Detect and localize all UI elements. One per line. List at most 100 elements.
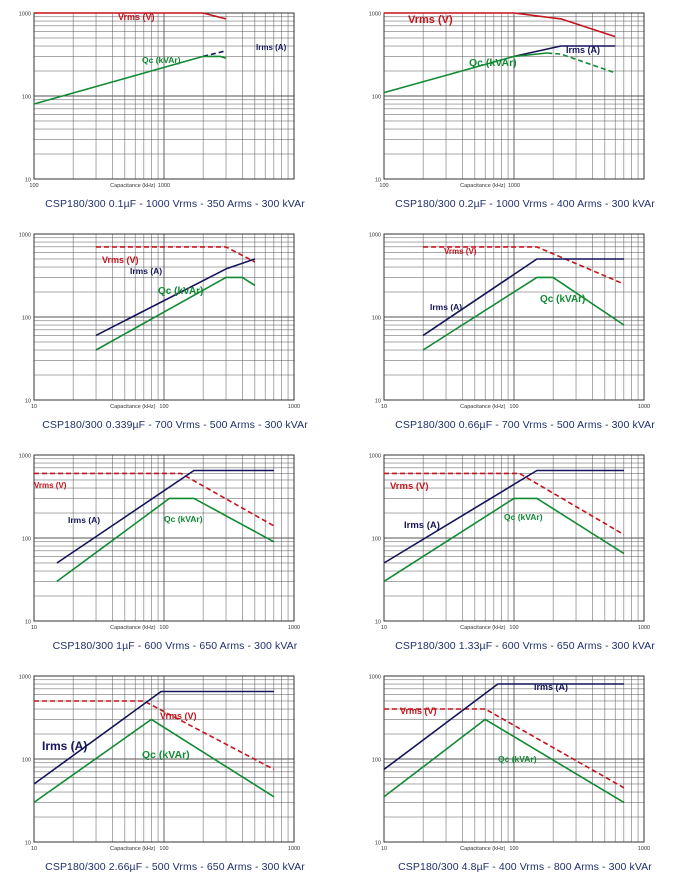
chart-caption: CSP180/300 0.1µF - 1000 Vrms - 350 Arms … <box>45 198 305 210</box>
chart-panel: 1000 100 10 10 100 1000 Capacitance (kHz) Vrms … <box>0 663 350 884</box>
y-tick-label: 1000 <box>369 233 381 239</box>
series-label: Vrms (V) <box>102 255 139 265</box>
series-label: Irms (A) <box>68 515 100 525</box>
series-label: Vrms (V) <box>390 481 429 492</box>
x-tick-label: 1000 <box>638 846 650 852</box>
y-tick-label: 1000 <box>369 675 381 681</box>
y-tick-label: 10 <box>25 841 31 847</box>
chart-panel: 1000 100 10 100 1000 Capacitance (kHz) Vrms (V… <box>350 0 700 221</box>
y-tick-label: 10 <box>375 399 381 405</box>
y-tick-label: 100 <box>22 95 31 101</box>
series-line <box>383 469 624 564</box>
series-label: Irms (A) <box>566 45 600 55</box>
series-label: Qc (kVAr) <box>469 57 517 69</box>
x-tick-label: 1000 <box>288 404 300 410</box>
series-line <box>383 52 548 94</box>
chart-panel: 1000 100 10 10 100 1000 Capacitance (kHz) Vrms … <box>350 663 700 884</box>
series-line <box>95 276 256 351</box>
chart-caption: CSP180/300 1µF - 600 Vrms - 650 Arms - 3… <box>52 640 298 652</box>
series-label: Qc (kVAr) <box>164 514 203 524</box>
series-label: Qc (kVAr) <box>504 512 543 522</box>
series-label: Vrms (V) <box>118 12 155 22</box>
series-label: Vrms (V) <box>444 247 477 256</box>
x-tick-label: 1000 <box>288 625 300 631</box>
chart-caption: CSP180/300 0.66µF - 700 Vrms - 500 Arms … <box>395 419 655 431</box>
series-label: Irms (A) <box>130 266 162 276</box>
chart-caption: CSP180/300 0.339µF - 700 Vrms - 500 Arms… <box>42 419 308 431</box>
x-tick-label: 100 <box>509 625 518 631</box>
series-label: Qc (kVAr) <box>540 294 585 305</box>
y-tick-label: 100 <box>22 537 31 543</box>
series-label: Vrms (V) <box>160 711 197 721</box>
plot-frame <box>383 233 645 401</box>
plot-frame <box>383 675 645 843</box>
y-tick-label: 1000 <box>369 12 381 18</box>
y-tick-label: 10 <box>25 620 31 626</box>
y-tick-label: 10 <box>25 178 31 184</box>
chart-panel: 1000 100 10 10 100 1000 Capacitance (kHz) Vrms … <box>0 221 350 442</box>
x-tick-label: 100 <box>509 846 518 852</box>
y-tick-label: 1000 <box>19 12 31 18</box>
x-tick-label: 1000 <box>158 183 170 189</box>
y-tick-label: 10 <box>25 399 31 405</box>
x-tick-label: 10 <box>381 404 387 410</box>
chart-caption: CSP180/300 0.2µF - 1000 Vrms - 400 Arms … <box>395 198 655 210</box>
series-line <box>383 683 624 771</box>
series-line <box>202 50 227 58</box>
series-label: Vrms (V) <box>408 14 453 26</box>
x-tick-label: 1000 <box>638 625 650 631</box>
series-label: Irms (A) <box>42 739 87 753</box>
y-tick-label: 100 <box>372 537 381 543</box>
x-axis-label: Capacitance (kHz) <box>110 625 155 631</box>
series-line <box>96 246 256 263</box>
series-line <box>384 12 616 38</box>
plot-frame <box>33 675 295 843</box>
x-tick-label: 100 <box>159 404 168 410</box>
x-tick-label: 100 <box>29 183 38 189</box>
series-line <box>34 700 275 771</box>
series-line <box>33 718 275 804</box>
x-tick-label: 100 <box>159 625 168 631</box>
series-line <box>383 497 625 583</box>
series-line <box>34 12 227 20</box>
y-tick-label: 1000 <box>19 233 31 239</box>
plot-frame <box>33 233 295 401</box>
y-tick-label: 100 <box>372 758 381 764</box>
x-axis-label: Capacitance (kHz) <box>110 183 155 189</box>
x-tick-label: 10 <box>31 625 37 631</box>
series-label: Irms (A) <box>534 682 568 692</box>
series-line <box>423 246 625 285</box>
x-tick-label: 100 <box>379 183 388 189</box>
x-tick-label: 10 <box>31 404 37 410</box>
y-tick-label: 100 <box>22 758 31 764</box>
series-line <box>95 258 256 337</box>
x-tick-label: 10 <box>381 846 387 852</box>
chart-panel: 1000 100 10 10 100 1000 Capacitance (kHz) Vrms … <box>350 221 700 442</box>
x-tick-label: 10 <box>31 846 37 852</box>
series-line <box>33 55 227 105</box>
chart-panel: 1000 100 10 10 100 1000 Capacitance (kHz) Vrms … <box>0 442 350 663</box>
y-tick-label: 10 <box>375 620 381 626</box>
series-label: Qc (kVAr) <box>158 286 203 297</box>
series-label: Qc (kVAr) <box>142 749 190 761</box>
series-label: Vrms (V) <box>34 481 67 490</box>
series-label: Irms (A) <box>404 520 440 531</box>
chart-panel: 1000 100 10 100 1000 Capacitance (kHz) Vrms (V… <box>0 0 350 221</box>
x-axis-label: Capacitance (kHz) <box>460 183 505 189</box>
y-tick-label: 100 <box>372 95 381 101</box>
series-line <box>383 718 625 804</box>
series-line <box>547 52 616 74</box>
x-tick-label: 100 <box>509 404 518 410</box>
y-tick-label: 100 <box>22 316 31 322</box>
series-label: Qc (kVAr) <box>498 754 537 764</box>
series-line <box>384 472 625 536</box>
series-line <box>56 469 274 564</box>
series-line <box>422 258 624 337</box>
x-axis-label: Capacitance (kHz) <box>460 846 505 852</box>
